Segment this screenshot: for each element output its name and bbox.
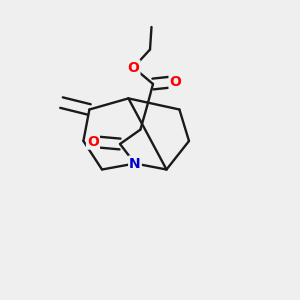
Text: O: O — [87, 135, 99, 148]
Text: N: N — [129, 157, 141, 170]
Text: O: O — [169, 75, 181, 88]
Text: O: O — [128, 61, 140, 74]
